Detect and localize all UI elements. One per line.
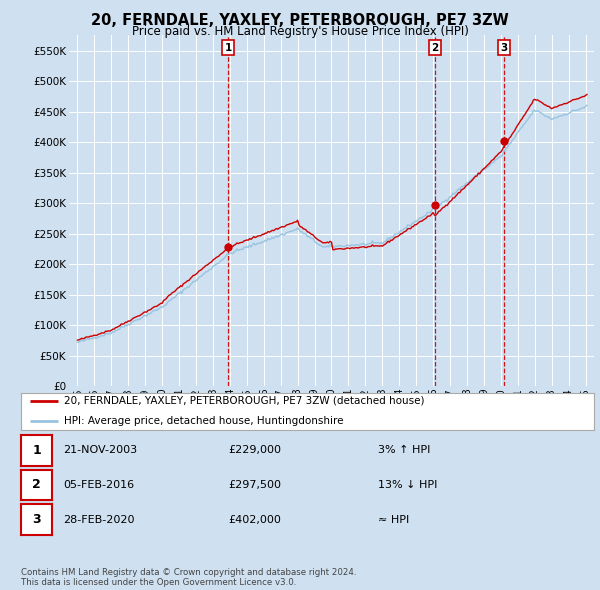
Text: 2: 2	[431, 42, 439, 53]
Text: 20, FERNDALE, YAXLEY, PETERBOROUGH, PE7 3ZW (detached house): 20, FERNDALE, YAXLEY, PETERBOROUGH, PE7 …	[64, 396, 424, 406]
Text: 05-FEB-2016: 05-FEB-2016	[63, 480, 134, 490]
Text: Contains HM Land Registry data © Crown copyright and database right 2024.
This d: Contains HM Land Registry data © Crown c…	[21, 568, 356, 587]
Text: ≈ HPI: ≈ HPI	[378, 515, 409, 525]
Text: 3: 3	[500, 42, 508, 53]
Text: 21-NOV-2003: 21-NOV-2003	[63, 445, 137, 455]
Text: 1: 1	[224, 42, 232, 53]
Text: 3% ↑ HPI: 3% ↑ HPI	[378, 445, 430, 455]
Text: 13% ↓ HPI: 13% ↓ HPI	[378, 480, 437, 490]
Text: Price paid vs. HM Land Registry's House Price Index (HPI): Price paid vs. HM Land Registry's House …	[131, 25, 469, 38]
Text: 28-FEB-2020: 28-FEB-2020	[63, 515, 134, 525]
Text: HPI: Average price, detached house, Huntingdonshire: HPI: Average price, detached house, Hunt…	[64, 417, 343, 427]
Text: £402,000: £402,000	[228, 515, 281, 525]
Text: 2: 2	[32, 478, 41, 491]
Text: £229,000: £229,000	[228, 445, 281, 455]
Text: 20, FERNDALE, YAXLEY, PETERBOROUGH, PE7 3ZW: 20, FERNDALE, YAXLEY, PETERBOROUGH, PE7 …	[91, 13, 509, 28]
Text: 1: 1	[32, 444, 41, 457]
Text: 3: 3	[32, 513, 41, 526]
Text: £297,500: £297,500	[228, 480, 281, 490]
